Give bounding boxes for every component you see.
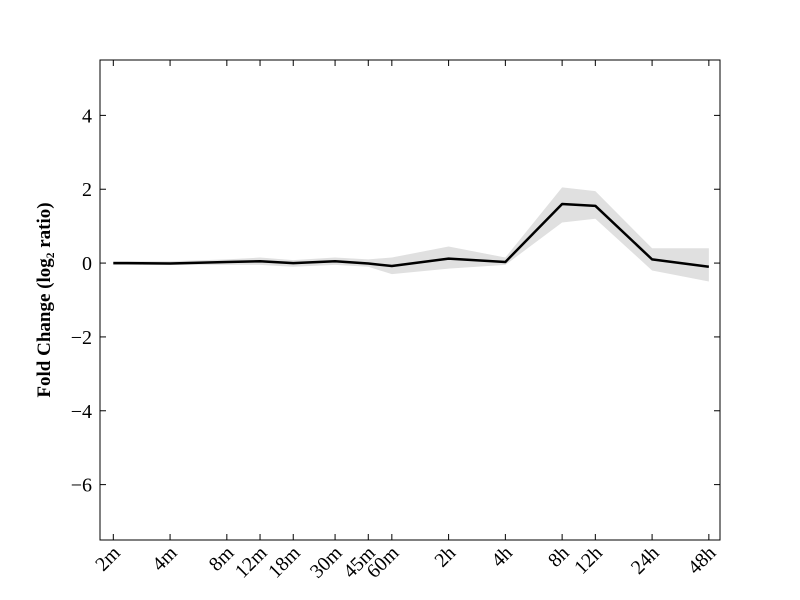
y-tick-label: 4 bbox=[82, 105, 92, 127]
plot-frame bbox=[99, 59, 721, 541]
x-tick-label: 2h bbox=[430, 542, 460, 572]
x-tick-label: 24h bbox=[627, 542, 664, 579]
y-tick-label: −2 bbox=[71, 327, 92, 349]
y-tick-label: −4 bbox=[71, 401, 92, 423]
x-tick-label: 48h bbox=[684, 542, 721, 579]
band bbox=[113, 187, 709, 282]
x-tick-label: 12h bbox=[570, 542, 607, 579]
x-tick-label: 12m bbox=[231, 542, 272, 583]
x-tick-label: 8h bbox=[544, 542, 574, 572]
y-axis-label: Fold Change (log₂ ratio) bbox=[34, 202, 55, 397]
y-tick-label: 0 bbox=[82, 253, 92, 275]
y-tick-label: 2 bbox=[82, 179, 92, 201]
x-tick-label: 30m bbox=[306, 542, 347, 583]
x-tick-label: 2m bbox=[91, 542, 125, 576]
line bbox=[113, 202, 710, 269]
x-tick-label: 4h bbox=[487, 542, 517, 572]
y-tick-label: −6 bbox=[71, 475, 92, 497]
x-tick-label: 4m bbox=[148, 542, 182, 576]
x-tick-label: 18m bbox=[264, 542, 305, 583]
